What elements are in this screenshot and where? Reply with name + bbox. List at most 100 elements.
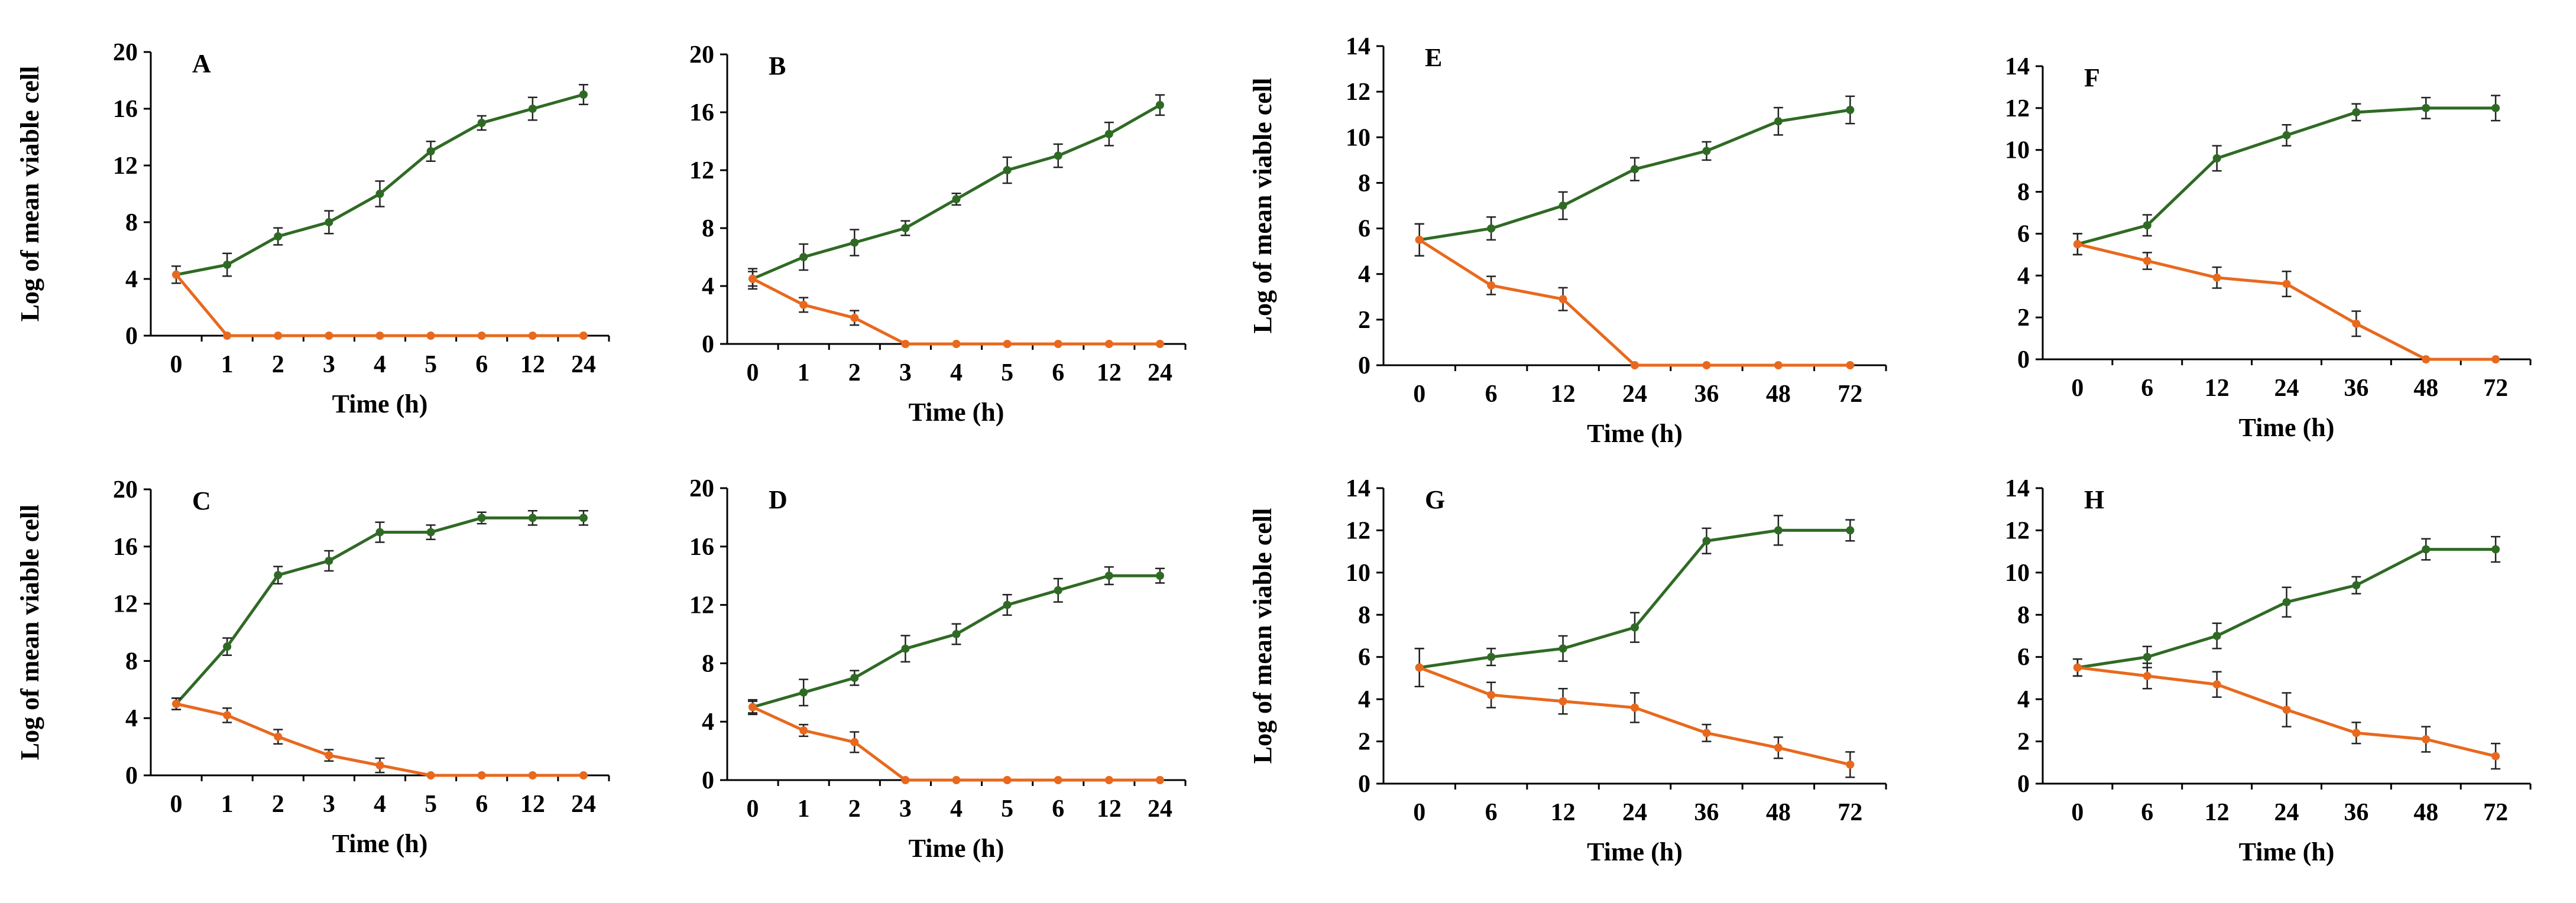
x-tick-label: 3 [899, 359, 912, 386]
data-point-decline [749, 274, 757, 283]
x-tick-label: 0 [1413, 799, 1425, 826]
x-tick-label: 6 [475, 791, 488, 818]
x-tick-label: 36 [2344, 375, 2368, 402]
x-tick-label: 36 [1694, 381, 1719, 408]
y-tick-label: 0 [702, 331, 714, 358]
y-tick-label: 4 [125, 266, 138, 293]
data-point-growth [1155, 100, 1164, 109]
y-tick-label: 6 [1358, 216, 1370, 243]
y-tick-label: 6 [1358, 644, 1370, 671]
data-point-growth [2422, 103, 2431, 112]
data-point-decline [426, 332, 435, 340]
x-tick-label: 0 [2071, 799, 2084, 826]
data-point-growth [1631, 623, 1639, 632]
series-line-decline [175, 274, 584, 337]
x-tick-label: 24 [1622, 799, 1647, 826]
data-point-decline [901, 340, 910, 348]
data-point-decline [1631, 703, 1639, 712]
data-point-decline [901, 776, 910, 784]
y-tick-label: 14 [2005, 475, 2030, 502]
data-point-decline [223, 711, 232, 720]
x-tick-label: 4 [950, 359, 963, 386]
data-point-growth [901, 224, 910, 232]
data-point-growth [2212, 154, 2221, 163]
x-tick-label: 6 [1052, 795, 1064, 823]
y-tick-label: 0 [1358, 771, 1370, 798]
x-tick-label: 0 [1413, 381, 1425, 408]
data-point-growth [2143, 652, 2151, 661]
x-axis-title: Time (h) [2239, 413, 2335, 442]
x-tick-label: 2 [848, 359, 861, 386]
data-point-decline [2212, 273, 2221, 282]
data-point-decline [1702, 361, 1711, 369]
y-tick-label: 8 [1358, 170, 1370, 197]
data-point-growth [579, 90, 588, 99]
x-tick-label: 72 [1838, 799, 1862, 826]
data-point-growth [1104, 571, 1113, 580]
panel-letter: D [769, 485, 788, 514]
data-point-growth [1846, 526, 1855, 535]
y-tick-label: 4 [702, 273, 714, 300]
data-point-decline [1558, 697, 1567, 706]
x-tick-label: 2 [272, 351, 284, 378]
x-tick-label: 1 [221, 791, 234, 818]
data-point-decline [799, 726, 808, 735]
data-point-decline [528, 332, 537, 340]
data-point-decline [426, 771, 435, 779]
y-tick-label: 8 [2017, 602, 2030, 629]
panel-letter: B [769, 51, 786, 80]
y-tick-label: 12 [1346, 79, 1370, 106]
y-tick-label: 12 [2005, 95, 2030, 122]
x-tick-label: 48 [1766, 381, 1791, 408]
y-tick-label: 16 [689, 99, 714, 126]
y-tick-label: 0 [1358, 352, 1370, 379]
data-point-growth [2491, 545, 2500, 554]
y-tick-label: 10 [1346, 560, 1370, 587]
y-tick-label: 16 [113, 534, 138, 561]
data-point-growth [274, 232, 283, 241]
data-point-decline [375, 332, 384, 340]
x-axis-title: Time (h) [909, 834, 1005, 863]
y-tick-label: 2 [2017, 729, 2030, 756]
x-tick-label: 72 [1838, 381, 1862, 408]
x-tick-label: 0 [2071, 375, 2084, 402]
data-point-growth [1631, 165, 1639, 174]
panel-letter: H [2084, 485, 2104, 514]
data-point-growth [477, 514, 486, 522]
data-point-decline [477, 332, 486, 340]
x-tick-label: 0 [170, 791, 183, 818]
data-point-growth [1054, 586, 1062, 595]
x-axis-title: Time (h) [1587, 419, 1683, 448]
data-point-decline [1104, 340, 1113, 348]
x-axis-title: Time (h) [1587, 837, 1683, 866]
y-tick-label: 8 [2017, 179, 2030, 206]
data-point-decline [2491, 752, 2500, 761]
x-tick-label: 48 [1766, 799, 1791, 826]
x-tick-label: 3 [323, 791, 335, 818]
y-axis-title: Log of mean viable cell [1248, 78, 1277, 334]
x-tick-label: 3 [323, 351, 335, 378]
y-tick-label: 16 [689, 534, 714, 561]
data-point-decline [223, 332, 232, 340]
y-tick-label: 14 [1346, 33, 1370, 60]
y-tick-label: 6 [2017, 220, 2030, 248]
y-tick-label: 0 [125, 323, 138, 350]
data-point-growth [2352, 581, 2361, 590]
data-point-growth [223, 261, 232, 269]
y-tick-label: 2 [1358, 307, 1370, 334]
data-point-growth [477, 119, 486, 127]
data-point-decline [1003, 340, 1012, 348]
series-line-decline [1418, 238, 1851, 367]
x-tick-label: 0 [747, 795, 759, 823]
x-tick-label: 1 [798, 795, 810, 823]
data-point-decline [1846, 760, 1855, 769]
y-tick-label: 12 [113, 152, 138, 180]
x-tick-label: 1 [798, 359, 810, 386]
data-point-decline [2352, 319, 2361, 328]
data-point-growth [528, 105, 537, 113]
data-point-decline [325, 332, 333, 340]
y-tick-label: 8 [125, 648, 138, 675]
y-tick-label: 10 [2005, 137, 2030, 164]
y-tick-label: 4 [1358, 261, 1370, 288]
